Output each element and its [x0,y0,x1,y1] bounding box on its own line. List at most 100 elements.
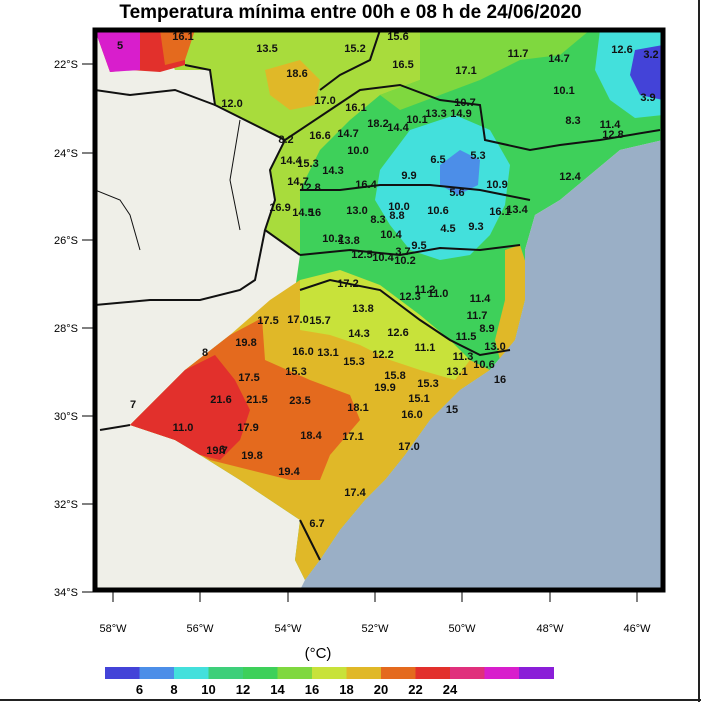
map-panel: 16.1 13.5 15.2 15.6 16.5 17.1 11.7 14.7 12.6 3.2 1… [95,30,663,590]
colorbar-label: 8 [170,682,177,697]
station-value: 10.0 [347,145,368,157]
station-labels: 16.1 13.5 15.2 15.6 16.5 17.1 11.7 14.7 12.6 3.2 1… [117,31,659,530]
country-borders [95,119,241,251]
lon-tick-label: 54°W [274,623,302,635]
station-value: 19.8 [235,337,256,349]
station-value: 14.3 [322,165,343,177]
station-value: 17.9 [237,422,258,434]
lon-tick-label: 48°W [536,623,564,635]
station-value: 10.7 [454,97,475,109]
lat-tick-label: 34°S [54,587,78,599]
colorbar-swatch [277,667,313,679]
station-value: 6.5 [430,154,445,166]
station-value: 8.2 [278,134,293,146]
station-value: 3.2 [643,49,658,61]
temperature-field-blue-pr [440,150,480,195]
temperature-field-orange-coast [495,245,528,360]
temperature-field-lime-north [380,30,590,110]
colorbar-label: 10 [201,682,215,697]
station-value: 14.9 [450,108,471,120]
station-value: 11.3 [453,351,474,363]
station-value: 11.4 [600,119,622,131]
station-value: 18.2 [367,118,388,130]
colorbar-label: 6 [136,682,143,697]
station-value: 13.3 [425,108,446,120]
station-value: 15.1 [408,393,429,405]
station-value: 10.6 [427,205,448,217]
station-value: 13.0 [484,341,505,353]
station-value: 14.7 [548,53,569,65]
map-frame [92,27,666,593]
station-value: 11.5 [456,331,477,343]
station-value: 21.5 [246,394,267,406]
station-value: 10.2 [322,233,343,245]
temperature-field-red-rs [130,355,250,460]
station-value: 9.5 [411,240,426,252]
station-value: 13.8 [352,303,373,315]
station-value: 16.1 [345,102,366,114]
latitude-axis: 22°S 24°S 26°S 28°S 30°S 32°S 34°S [54,59,95,599]
map-title: Temperatura mínima entre 00h e 08 h de 2… [119,2,582,23]
colorbar-label: 20 [374,682,388,697]
colorbar-swatch [243,667,278,679]
station-value: 10.1 [553,85,574,97]
lat-tick-label: 24°S [54,148,78,160]
station-value: 18.6 [286,68,307,80]
station-value: 11.2 [415,284,436,296]
station-value: 19.8 [241,450,262,462]
station-value: 13.0 [346,205,367,217]
colorbar-swatch [174,667,209,679]
station-value: 15.3 [343,356,364,368]
station-value: 15.8 [384,370,405,382]
station-value: 11.0 [173,422,194,434]
temperature-field-blue-ne [630,45,663,100]
station-value: 17.1 [455,65,476,77]
station-value: 17.0 [398,441,419,453]
station-value: 6.7 [309,518,324,530]
station-value: 15.2 [344,43,365,55]
lon-tick-label: 46°W [623,623,651,635]
station-value: 12.2 [372,349,393,361]
station-value: 3.9 [640,92,655,104]
lon-tick-label: 58°W [99,623,127,635]
colorbar-label: 24 [443,682,458,697]
station-value: 14.7 [337,128,358,140]
station-value: 13.5 [256,43,277,55]
temperature-field-orange-nw [265,60,320,110]
temperature-field-orange-n [160,30,195,65]
station-value: 16.0 [292,346,313,358]
station-value: 16.1 [489,206,510,218]
lat-tick-label: 28°S [54,323,78,335]
station-value: 21.6 [210,394,231,406]
station-value: 17.0 [287,314,308,326]
colorbar-label: 14 [270,682,285,697]
colorbar-label: 22 [408,682,422,697]
station-value: 15.3 [297,158,318,170]
station-value: 13.1 [317,347,338,359]
station-value: 10.9 [486,179,507,191]
station-value: 12.8 [299,182,320,194]
station-value: 12.3 [399,291,420,303]
station-value: 11.0 [428,288,449,300]
station-value: 5.3 [470,150,485,162]
station-value: 16.1 [172,31,193,43]
colorbar: 6 8 10 12 14 16 18 20 22 24 [105,667,554,697]
station-value: 12.0 [221,98,242,110]
station-value: 16 [309,207,321,219]
colorbar-label: 12 [236,682,250,697]
station-value: 10.4 [372,252,394,264]
station-value: 15.3 [417,378,438,390]
station-value: 18.1 [347,402,368,414]
colorbar-swatch [105,667,140,679]
colorbar-label: 18 [339,682,353,697]
station-value: 17.1 [342,431,363,443]
colorbar-label: 16 [305,682,319,697]
station-value: 4.5 [440,223,455,235]
station-value: 16.5 [392,59,413,71]
station-value: 10.4 [380,229,402,241]
station-value: 10.6 [473,359,494,371]
station-value: 19.9 [374,382,395,394]
station-value: 10.0 [388,201,409,213]
lat-tick-label: 22°S [54,59,78,71]
